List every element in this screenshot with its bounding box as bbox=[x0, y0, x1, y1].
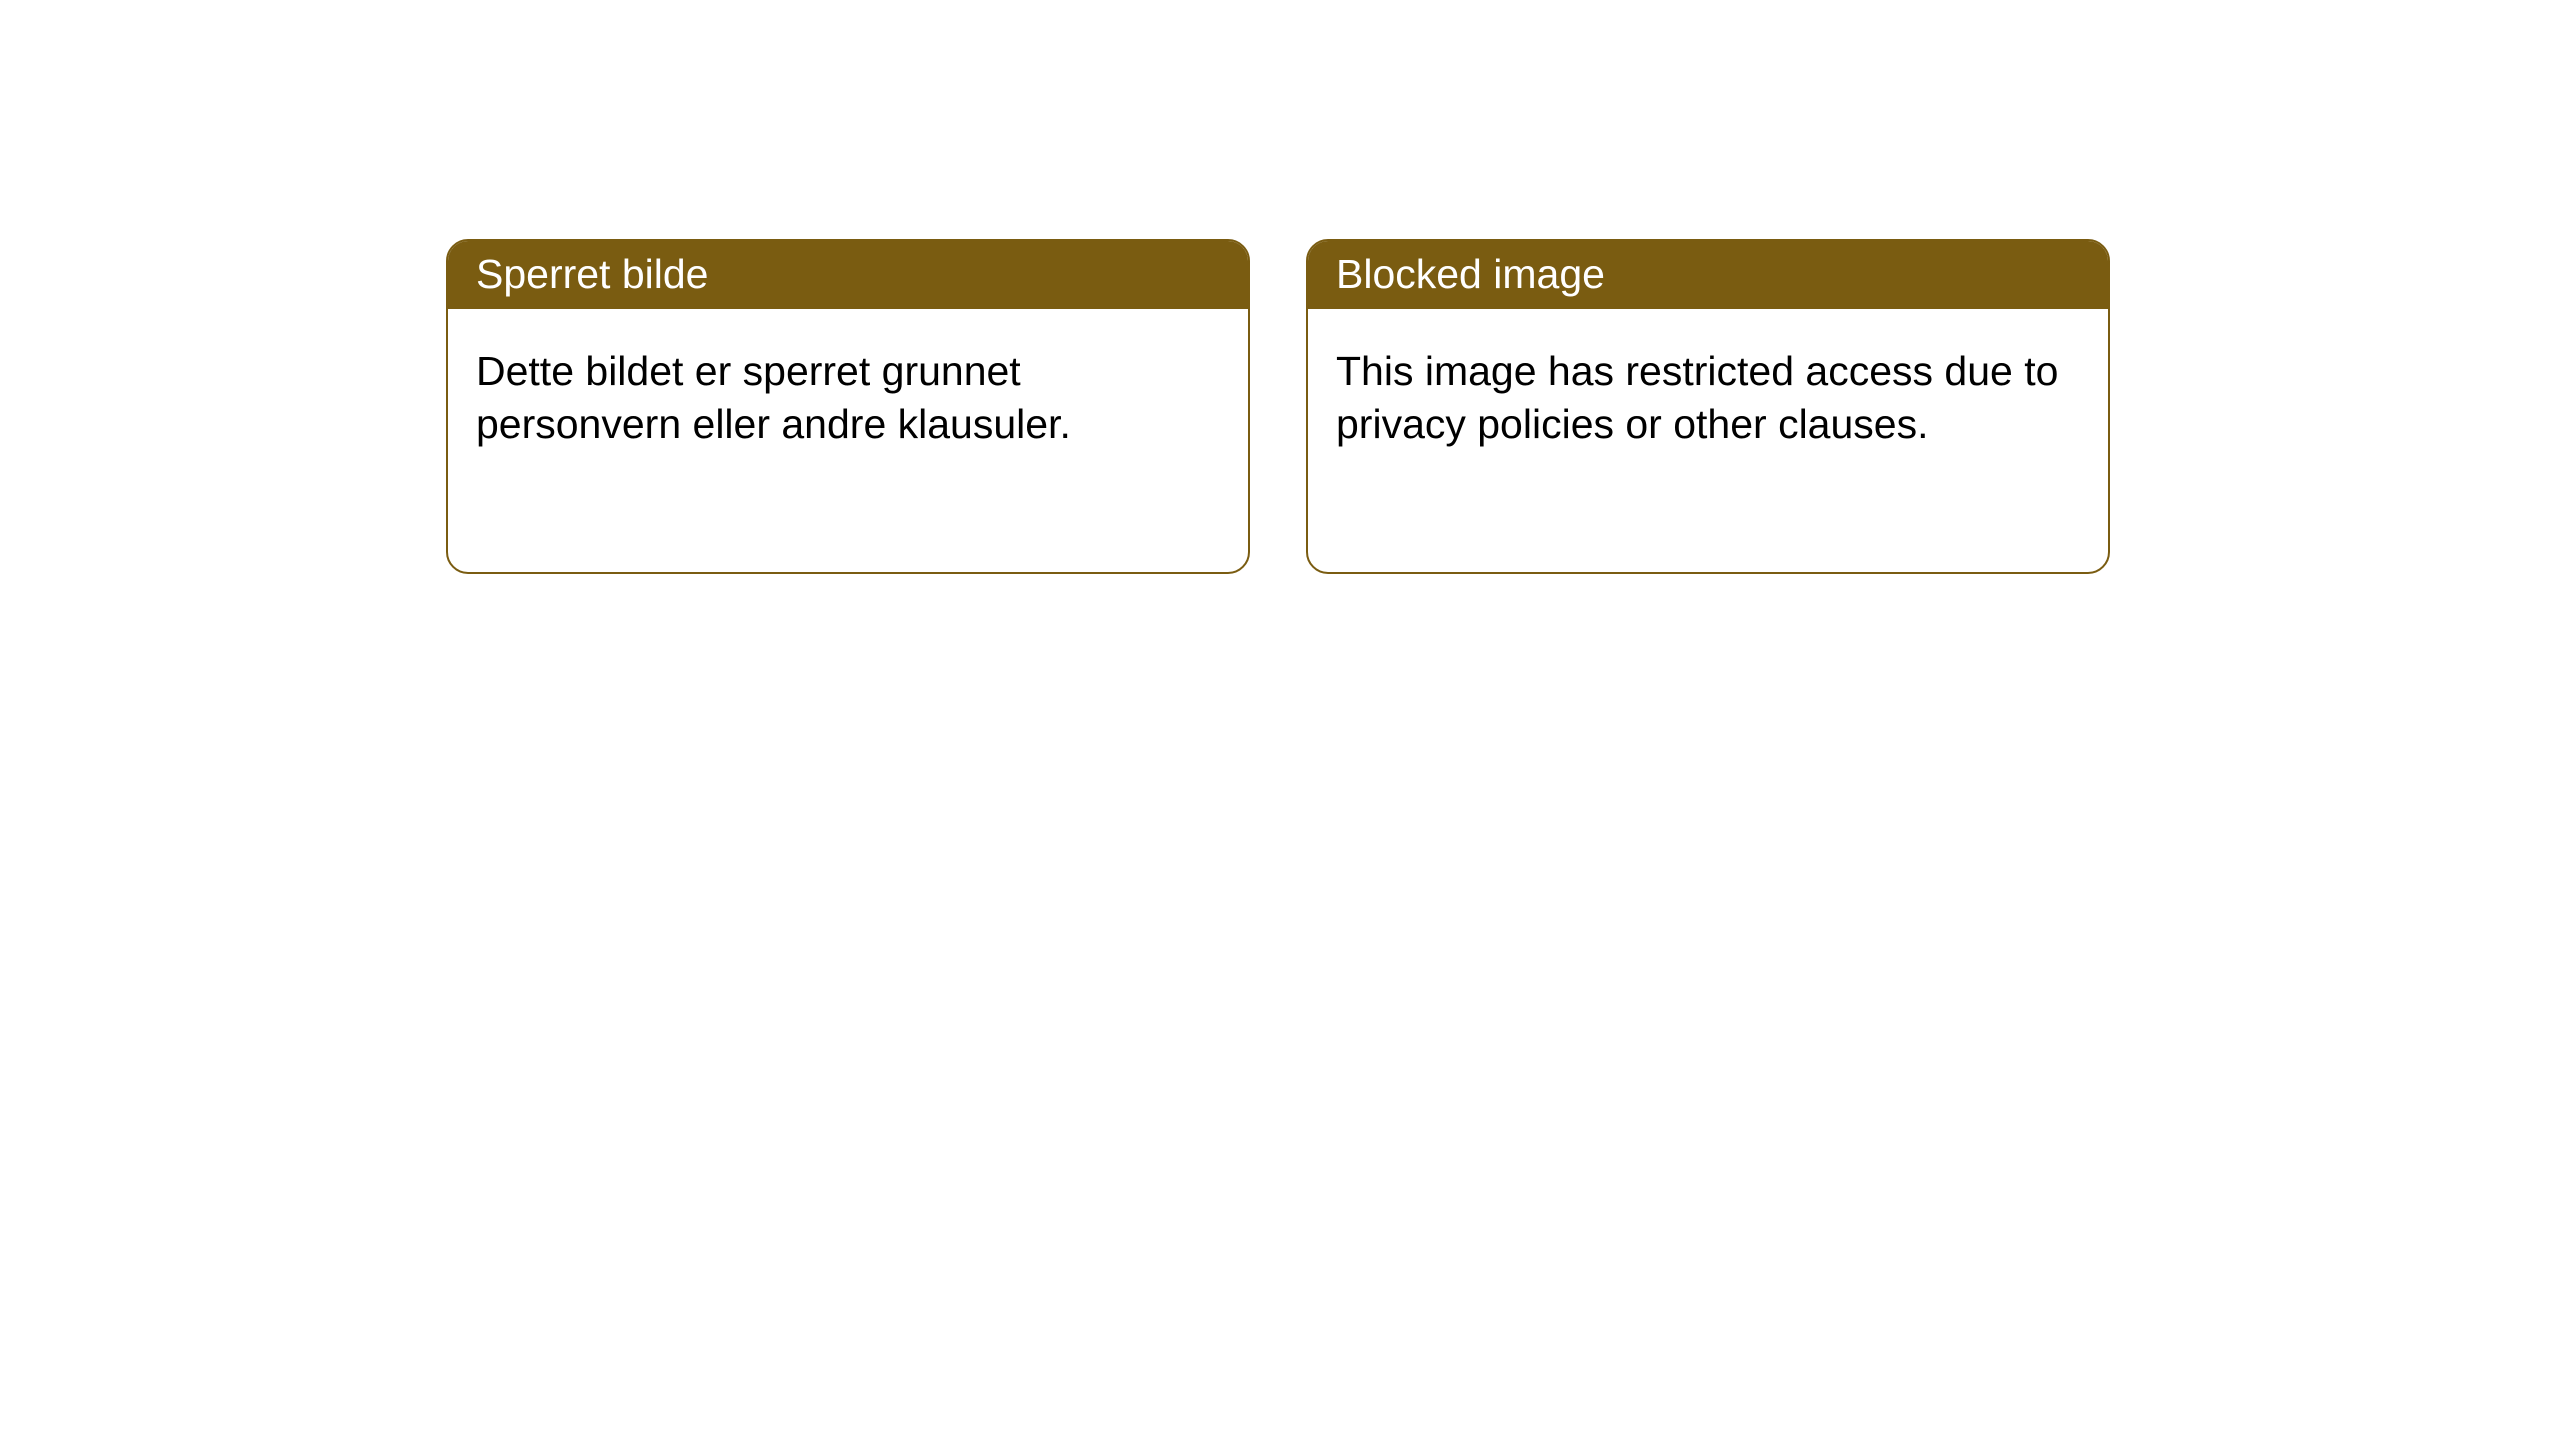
notice-container: Sperret bilde Dette bildet er sperret gr… bbox=[0, 0, 2560, 574]
card-body: This image has restricted access due to … bbox=[1308, 309, 2108, 486]
card-header: Sperret bilde bbox=[448, 241, 1248, 309]
blocked-image-card-en: Blocked image This image has restricted … bbox=[1306, 239, 2110, 574]
card-header: Blocked image bbox=[1308, 241, 2108, 309]
card-message: This image has restricted access due to … bbox=[1336, 348, 2058, 446]
card-title: Sperret bilde bbox=[476, 251, 708, 297]
card-title: Blocked image bbox=[1336, 251, 1605, 297]
card-body: Dette bildet er sperret grunnet personve… bbox=[448, 309, 1248, 486]
card-message: Dette bildet er sperret grunnet personve… bbox=[476, 348, 1071, 446]
blocked-image-card-no: Sperret bilde Dette bildet er sperret gr… bbox=[446, 239, 1250, 574]
